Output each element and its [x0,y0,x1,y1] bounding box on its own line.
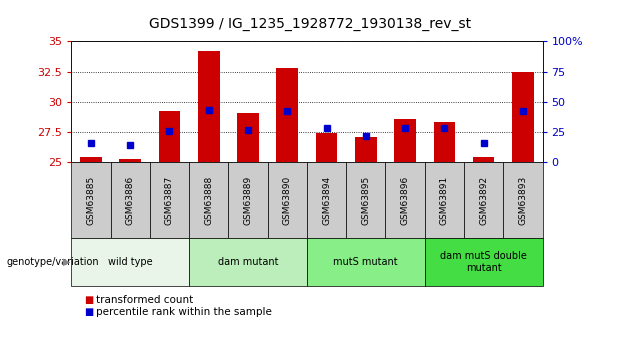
Text: GSM63888: GSM63888 [204,176,213,225]
Text: GSM63886: GSM63886 [126,176,135,225]
Bar [159,111,180,162]
Text: dam mutant: dam mutant [218,257,278,267]
Text: ▶: ▶ [63,257,70,267]
Text: GSM63889: GSM63889 [244,176,252,225]
Text: GSM63892: GSM63892 [479,176,488,225]
Text: GSM63890: GSM63890 [283,176,292,225]
Bar [473,157,494,162]
Bar [71,162,110,238]
Bar [150,162,189,238]
Bar [386,162,425,238]
Text: transformed count: transformed count [96,295,193,305]
Bar [237,112,259,162]
Text: genotype/variation: genotype/variation [6,257,99,267]
Bar [228,162,268,238]
Bar [71,238,189,286]
Text: wild type: wild type [108,257,153,267]
Text: GSM63896: GSM63896 [401,176,410,225]
Text: GSM63887: GSM63887 [165,176,174,225]
Bar [80,157,102,162]
Text: GSM63895: GSM63895 [361,176,370,225]
Bar [503,162,542,238]
Text: dam mutS double
mutant: dam mutS double mutant [440,252,527,273]
Bar [512,71,534,162]
Bar [307,162,346,238]
Text: GSM63891: GSM63891 [440,176,449,225]
Text: GSM63894: GSM63894 [322,176,331,225]
Text: ■: ■ [84,307,93,317]
Bar [316,133,337,162]
Bar [464,162,503,238]
Bar [120,158,141,162]
Bar [355,137,376,162]
Bar [346,162,386,238]
Bar [394,119,416,162]
Text: GSM63885: GSM63885 [86,176,95,225]
Bar [110,162,150,238]
Bar [189,238,307,286]
Bar [198,51,219,162]
Bar [307,238,425,286]
Text: GSM63893: GSM63893 [518,176,528,225]
Bar [433,122,455,162]
Text: GDS1399 / IG_1235_1928772_1930138_rev_st: GDS1399 / IG_1235_1928772_1930138_rev_st [149,17,471,31]
Bar [277,68,298,162]
Text: percentile rank within the sample: percentile rank within the sample [96,307,272,317]
Bar [425,238,542,286]
Bar [189,162,228,238]
Bar [268,162,307,238]
Bar [425,162,464,238]
Text: mutS mutant: mutS mutant [334,257,398,267]
Text: ■: ■ [84,295,93,305]
